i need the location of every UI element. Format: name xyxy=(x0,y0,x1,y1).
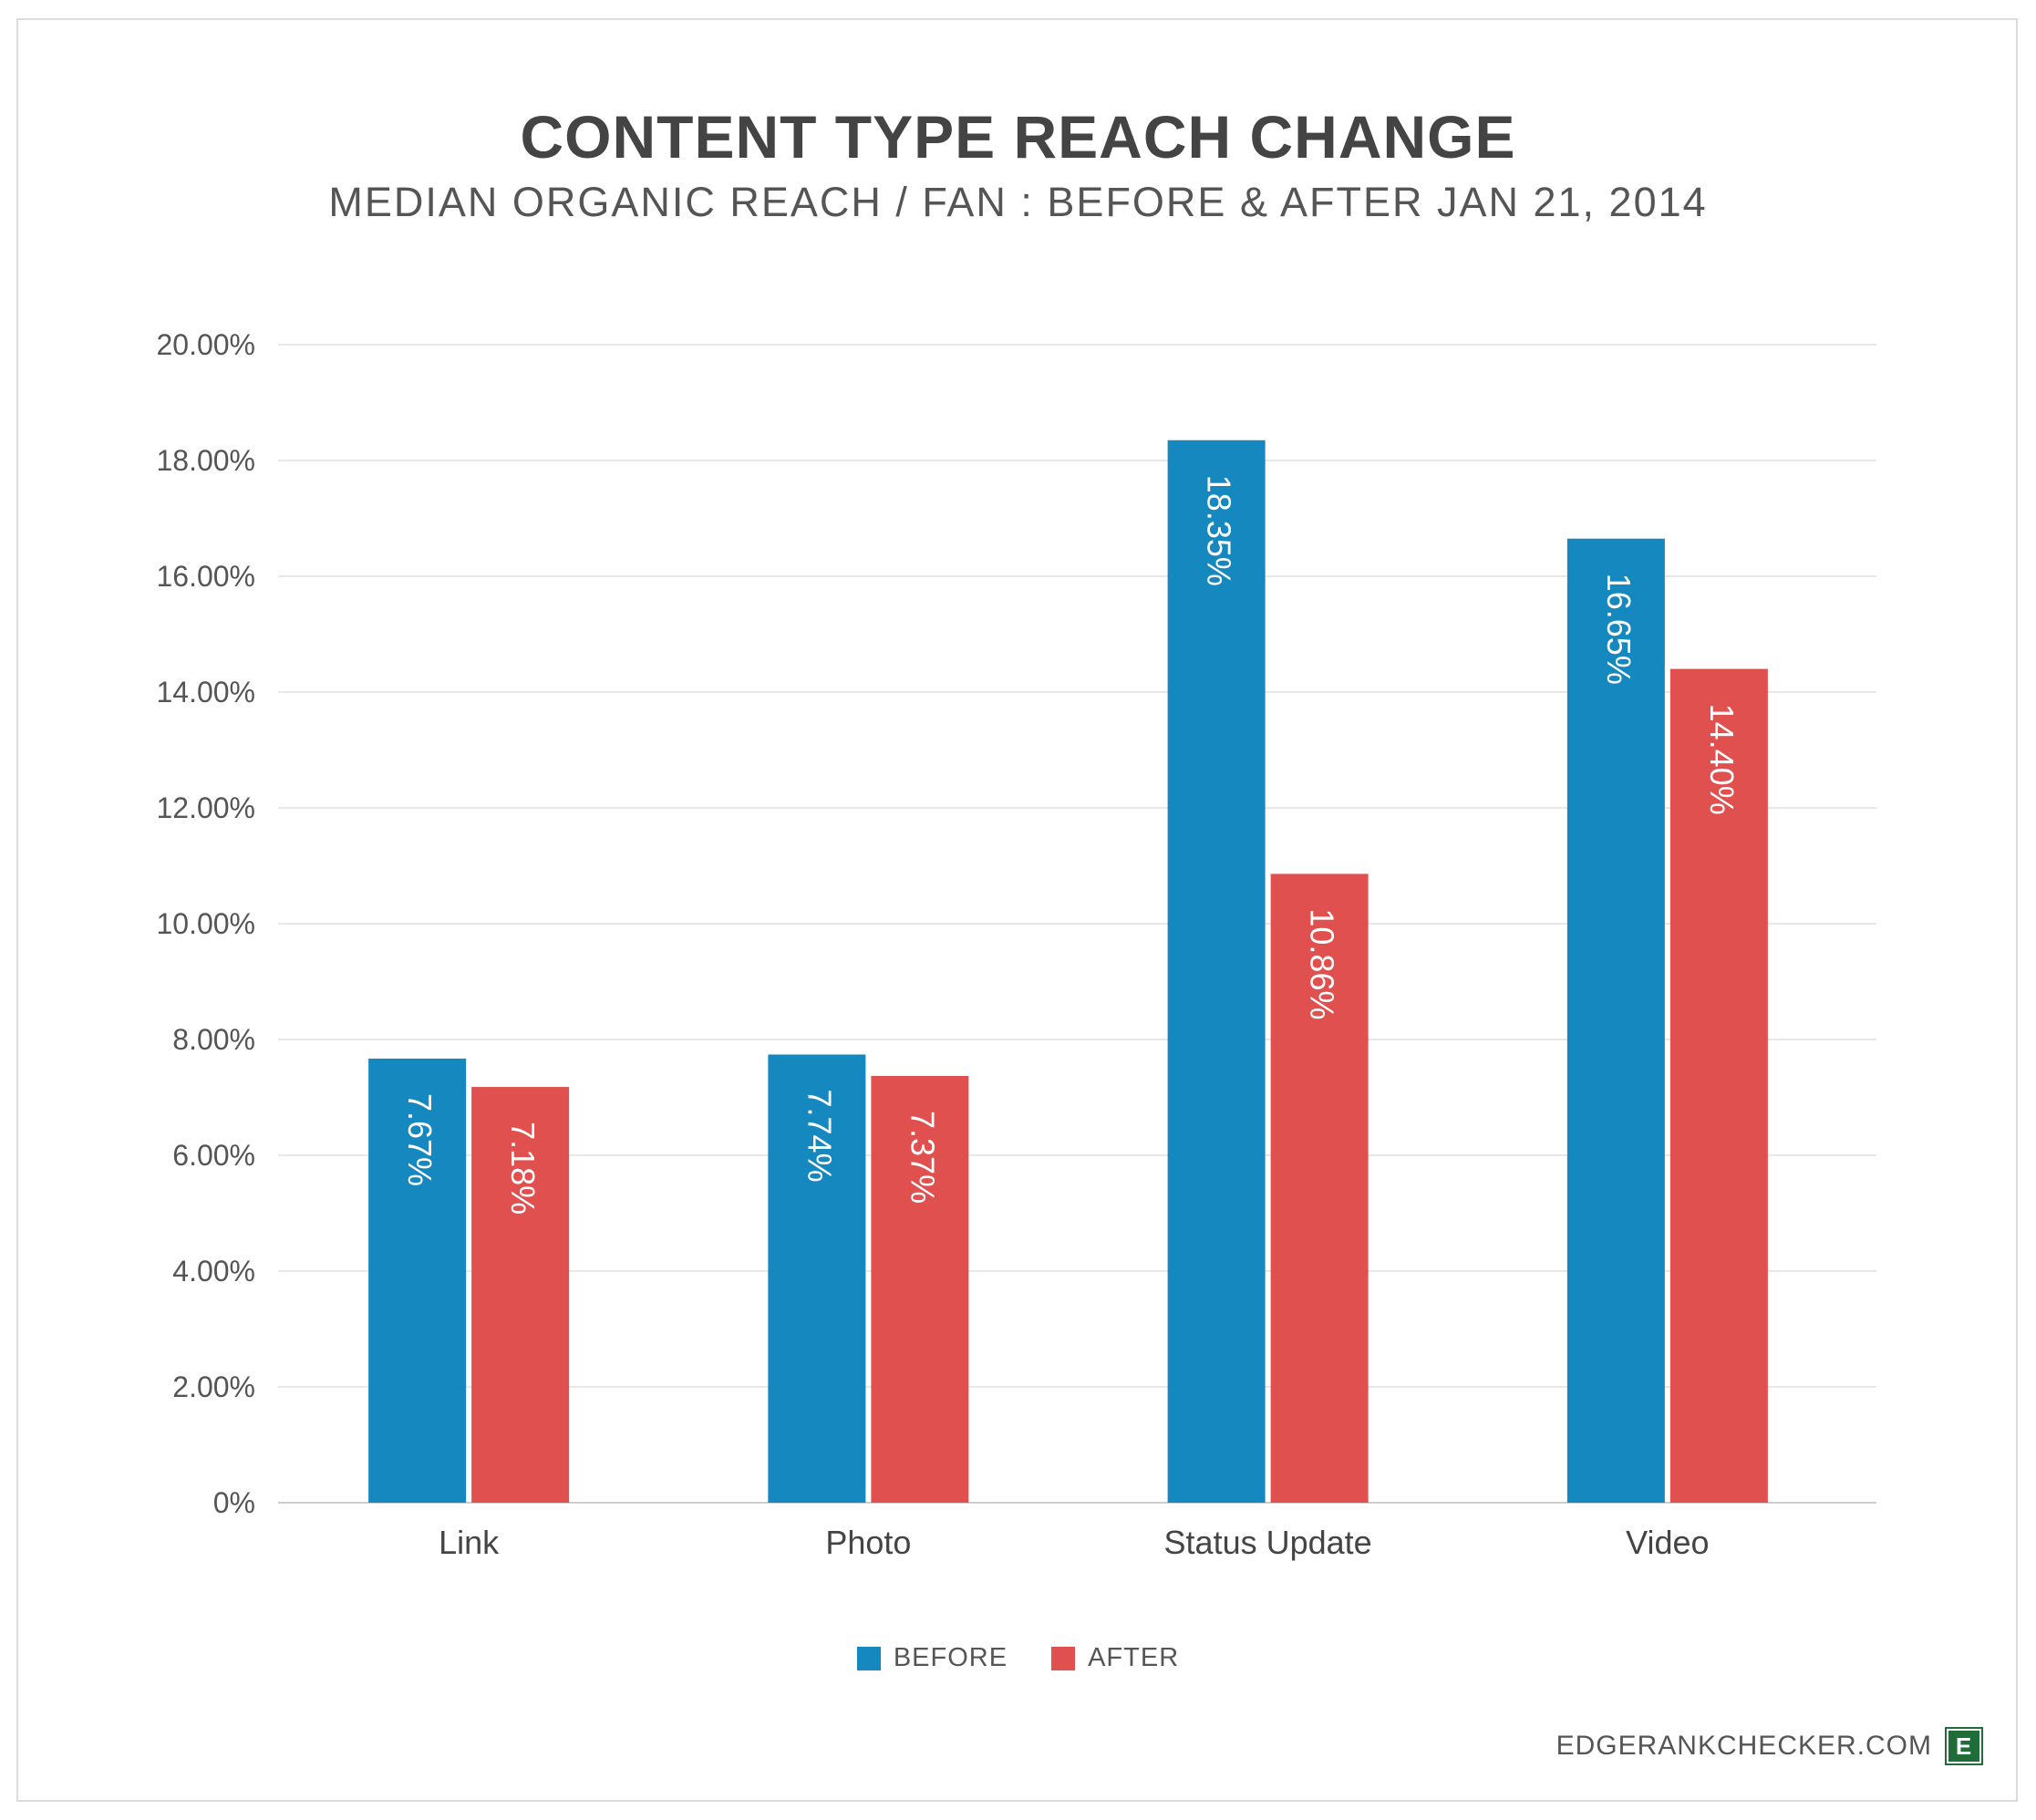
legend-item-before: BEFORE xyxy=(856,1643,1008,1673)
y-tick-label: 8.00% xyxy=(172,1023,255,1056)
bar-after-status-update xyxy=(1270,874,1369,1503)
y-tick-label: 6.00% xyxy=(172,1139,255,1172)
y-tick-label: 14.00% xyxy=(156,676,255,708)
x-tick-label: Video xyxy=(1626,1524,1709,1561)
x-tick-label: Status Update xyxy=(1164,1524,1372,1561)
y-tick-label: 2.00% xyxy=(172,1370,255,1403)
bar-after-photo xyxy=(871,1076,969,1503)
legend-label-after: AFTER xyxy=(1088,1643,1180,1672)
x-tick-label: Photo xyxy=(825,1524,911,1561)
bars: 7.67% 7.18% 7.74% 7.37% 18.35% 10.86% 16.65% 14… xyxy=(368,439,1768,1503)
data-label: 7.37% xyxy=(904,1111,941,1204)
y-tick-label: 16.00% xyxy=(156,560,255,593)
data-label: 18.35% xyxy=(1201,475,1238,586)
y-tick-label: 4.00% xyxy=(172,1255,255,1287)
legend-item-after: AFTER xyxy=(1051,1643,1179,1673)
legend-swatch-after xyxy=(1051,1646,1076,1670)
legend: BEFORE AFTER xyxy=(0,1643,2036,1673)
bar-after-video xyxy=(1669,668,1768,1503)
legend-swatch-before xyxy=(856,1646,881,1670)
bar-before-link xyxy=(368,1058,467,1503)
y-tick-label: 0% xyxy=(213,1486,255,1519)
data-label: 10.86% xyxy=(1304,908,1341,1019)
legend-label-before: BEFORE xyxy=(893,1643,1008,1672)
footer: EDGERANKCHECKER.COM E xyxy=(1555,1727,1983,1765)
data-label: 16.65% xyxy=(1600,574,1638,685)
data-label: 7.18% xyxy=(504,1122,542,1215)
chart-title: CONTENT TYPE REACH CHANGE xyxy=(520,103,1516,171)
y-axis-ticks: 0% 2.00% 4.00% 6.00% 8.00% 10.00% 12.00% 14.00%… xyxy=(156,328,255,1519)
bar-before-status-update xyxy=(1167,439,1266,1503)
edgerank-logo-icon: E xyxy=(1945,1727,1983,1765)
data-label: 7.67% xyxy=(401,1093,439,1186)
y-tick-label: 12.00% xyxy=(156,791,255,824)
bar-after-link xyxy=(471,1087,570,1503)
y-tick-label: 18.00% xyxy=(156,444,255,477)
y-tick-label: 20.00% xyxy=(156,328,255,361)
x-axis-ticks: Link Photo Status Update Video xyxy=(439,1524,1709,1561)
bar-before-photo xyxy=(768,1054,866,1503)
data-label: 14.40% xyxy=(1703,704,1741,815)
chart-subtitle: MEDIAN ORGANIC REACH / FAN : BEFORE & AF… xyxy=(328,179,1708,225)
x-tick-label: Link xyxy=(439,1524,500,1561)
bar-before-video xyxy=(1566,538,1665,1503)
data-label: 7.74% xyxy=(801,1090,838,1183)
footer-site: EDGERANKCHECKER.COM xyxy=(1555,1731,1932,1761)
y-tick-label: 10.00% xyxy=(156,907,255,940)
